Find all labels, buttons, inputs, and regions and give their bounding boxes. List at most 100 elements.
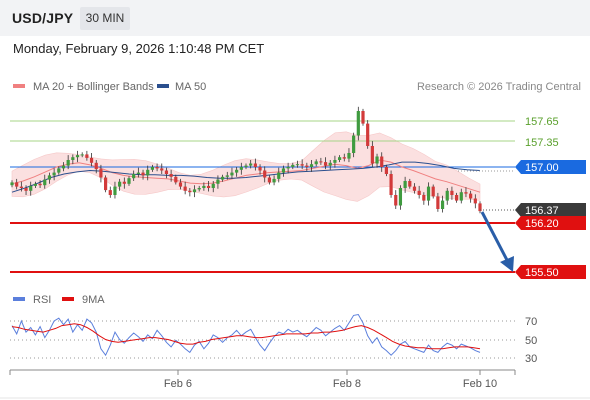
candle-body (352, 135, 356, 153)
candle-body (338, 157, 342, 160)
candle-body (323, 162, 328, 166)
pivot-tag (515, 160, 586, 174)
candle-body (206, 185, 211, 188)
candle-body (71, 157, 75, 160)
ma50-line (11, 161, 481, 193)
candle-body (15, 182, 19, 187)
candle-body (164, 170, 169, 174)
candle-body (66, 160, 70, 166)
candle-body (370, 146, 374, 164)
candle-body (75, 155, 80, 158)
rsi-legend-swatch (13, 297, 25, 301)
candle-body (118, 181, 122, 187)
x-label-feb10: Feb 10 (463, 378, 497, 390)
candle-body (132, 174, 136, 179)
candle-body (52, 172, 56, 176)
candle-body (146, 169, 150, 176)
candle-body (300, 164, 304, 166)
candlesticks (10, 106, 482, 214)
candle-body (197, 188, 201, 190)
level-label-r2: 157.65 (525, 116, 559, 128)
candle-body (314, 161, 318, 165)
candle-body (10, 182, 14, 186)
candle-body (384, 167, 388, 174)
candle-body (286, 167, 290, 169)
candle-body (375, 156, 379, 164)
candle-body (85, 154, 89, 158)
ma50-legend-label: MA 50 (175, 81, 206, 93)
candle-body (43, 179, 47, 186)
candle-body (263, 170, 267, 178)
candle-body (258, 167, 262, 171)
support-1-tag (515, 216, 586, 230)
ma20-legend-label: MA 20 + Bollinger Bands (33, 81, 154, 93)
rsi-ma9-line (11, 323, 481, 350)
candle-body (230, 172, 234, 176)
candle-body (403, 181, 407, 188)
candle-body (188, 190, 192, 193)
candle-body (272, 178, 276, 183)
candle-body (333, 160, 337, 163)
candle-body (89, 157, 94, 163)
candle-body (450, 190, 454, 195)
candle-body (464, 192, 468, 194)
candle-body (244, 165, 248, 167)
candle-body (104, 177, 108, 191)
candle-body (141, 172, 145, 176)
x-label-feb8: Feb 8 (333, 378, 361, 390)
candle-body (305, 165, 309, 167)
last-price-tag (515, 203, 586, 217)
candle-body (155, 167, 159, 169)
support-2-tag (515, 265, 586, 279)
symbol-title: USD/JPY (12, 10, 74, 26)
candle-body (249, 163, 253, 166)
candle-body (24, 188, 28, 191)
ma9-legend-label: 9MA (82, 294, 105, 306)
candle-body (281, 168, 286, 173)
candle-body (394, 195, 398, 206)
candle-body (469, 193, 473, 199)
candle-body (99, 169, 103, 178)
rsi-axis-70: 70 (525, 316, 537, 328)
candle-body (80, 154, 84, 156)
level-label-s2: 155.50 (525, 267, 559, 279)
candle-body (211, 183, 215, 188)
candle-body (202, 185, 206, 188)
candle-body (309, 164, 314, 167)
candle-body (473, 198, 477, 204)
candle-body (253, 163, 257, 167)
candle-body (478, 203, 482, 212)
rsi-line (11, 313, 481, 357)
candle-body (174, 176, 178, 183)
candle-body (267, 177, 271, 183)
candle-body (29, 185, 33, 191)
candle-body (319, 161, 323, 163)
timeframe-button[interactable]: 30 MIN (80, 7, 130, 30)
candle-body (291, 164, 295, 167)
candle-body (426, 186, 431, 201)
candle-body (183, 186, 187, 191)
candle-body (422, 195, 426, 201)
chart-header: USD/JPY 30 MIN (0, 0, 590, 36)
candle-body (356, 111, 360, 136)
candle-body (127, 178, 131, 184)
candle-body (440, 200, 445, 209)
candle-body (398, 188, 403, 206)
ma50-legend-swatch (157, 84, 169, 88)
candle-body (408, 181, 412, 187)
candle-body (122, 181, 126, 184)
ma9-legend-swatch (62, 297, 74, 301)
candle-body (19, 186, 23, 188)
candle-body (33, 183, 37, 186)
candle-body (239, 167, 243, 170)
level-label-pivot: 157.00 (525, 162, 559, 174)
timestamp: Monday, February 9, 2026 1:10:48 PM CET (13, 41, 265, 56)
candle-body (221, 176, 225, 180)
candle-body (412, 186, 417, 191)
ma20-line (11, 159, 481, 193)
candle-body (61, 165, 66, 169)
candle-body (178, 182, 183, 187)
candle-body (108, 190, 112, 195)
candle-body (328, 162, 332, 166)
